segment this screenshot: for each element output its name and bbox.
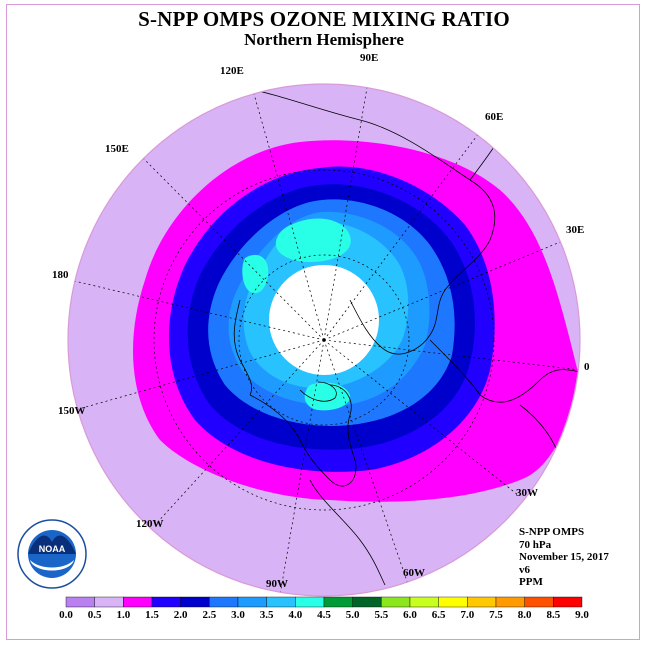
pole-no-data <box>269 265 379 375</box>
colorbar-swatch <box>352 596 382 608</box>
colorbar-swatch <box>237 596 267 608</box>
colorbar: 0.0 0.5 1.0 1.5 2.0 2.5 3.0 3.5 4.0 4.5 5.0 5.5 6.0 6… <box>59 596 589 621</box>
colorbar-swatch <box>553 596 583 608</box>
figure-frame <box>6 4 640 640</box>
lon-label-90e: 90E <box>360 52 378 64</box>
colorbar-tick-label: 8.5 <box>546 609 560 621</box>
colorbar-swatch <box>323 596 353 608</box>
coast-europe <box>429 339 580 403</box>
colorbar-tick-label: 1.5 <box>145 609 159 621</box>
lon-label-150e: 150E <box>105 143 129 155</box>
colorbar-tick-label: 0.5 <box>88 609 102 621</box>
field-cyan-north <box>275 218 351 262</box>
colorbar-swatch <box>180 596 210 608</box>
lon-label-30w: 30W <box>516 487 538 499</box>
colorbar-swatch <box>495 596 525 608</box>
colorbar-swatch <box>123 596 153 608</box>
colorbar-tick-label: 2.5 <box>202 609 216 621</box>
colorbar-tick-label: 6.5 <box>432 609 446 621</box>
colorbar-swatch <box>467 596 497 608</box>
colorbar-tick-label: 6.0 <box>403 609 417 621</box>
field-cyan-south <box>304 382 351 411</box>
graticule <box>69 84 580 596</box>
lon-label-30e: 30E <box>566 224 584 236</box>
coast-eurasia <box>244 87 496 355</box>
colorbar-swatch <box>266 596 296 608</box>
colorbar-tick-label: 4.5 <box>317 609 331 621</box>
map-subtitle: Northern Hemisphere <box>244 30 404 49</box>
hemisphere-border <box>67 83 581 597</box>
info-units: PPM <box>519 576 543 588</box>
colorbar-tick-label: 3.0 <box>231 609 245 621</box>
coast-alaska <box>233 299 253 396</box>
coast-north-america <box>249 384 357 487</box>
colorbar-swatch <box>94 596 124 608</box>
colorbar-tick-label: 4.0 <box>288 609 302 621</box>
colorbar-tick-label: 5.5 <box>374 609 388 621</box>
colorbar-swatch <box>295 596 325 608</box>
lon-label-120w: 120W <box>136 518 164 530</box>
coast-central-america <box>309 479 386 586</box>
colorbar-swatch <box>409 596 439 608</box>
colorbar-tick-label: 2.0 <box>174 609 188 621</box>
info-date: November 15, 2017 <box>519 551 609 563</box>
colorbar-tick-label: 7.5 <box>489 609 503 621</box>
colorbar-swatch <box>209 596 239 608</box>
colorbar-tick-label: 0.0 <box>59 609 73 621</box>
info-level: 70 hPa <box>519 538 552 551</box>
lon-label-120e: 120E <box>220 65 244 77</box>
lon-label-60e: 60E <box>485 111 503 123</box>
data-info: S-NPP OMPS 70 hPa November 15, 2017 v6 P… <box>519 526 609 589</box>
colorbar-tick-label: 8.0 <box>518 609 532 621</box>
lon-label-150w: 150W <box>58 405 86 417</box>
lon-label-180: 180 <box>52 269 69 281</box>
noaa-logo: NOAA <box>17 519 87 589</box>
colorbar-tick-label: 5.0 <box>346 609 360 621</box>
ozone-field <box>68 84 580 596</box>
colorbar-swatch <box>438 596 468 608</box>
lon-label-60w: 60W <box>403 567 425 579</box>
colorbar-swatch <box>151 596 181 608</box>
colorbar-tick-label: 9.0 <box>575 609 589 621</box>
map-title: S-NPP OMPS OZONE MIXING RATIO <box>138 7 510 31</box>
noaa-logo-text: NOAA <box>39 544 66 554</box>
colorbar-swatch <box>65 596 95 608</box>
coast-greenland <box>299 381 337 402</box>
info-instrument: S-NPP OMPS <box>519 526 585 538</box>
lon-label-90w: 90W <box>266 578 288 590</box>
colorbar-tick-label: 7.0 <box>460 609 474 621</box>
colorbar-swatch <box>524 596 554 608</box>
colorbar-swatch <box>381 596 411 608</box>
colorbar-tick-label: 3.5 <box>260 609 274 621</box>
info-version: v6 <box>519 563 530 576</box>
colorbar-tick-label: 1.0 <box>116 609 130 621</box>
lon-label-0: 0 <box>584 361 590 373</box>
